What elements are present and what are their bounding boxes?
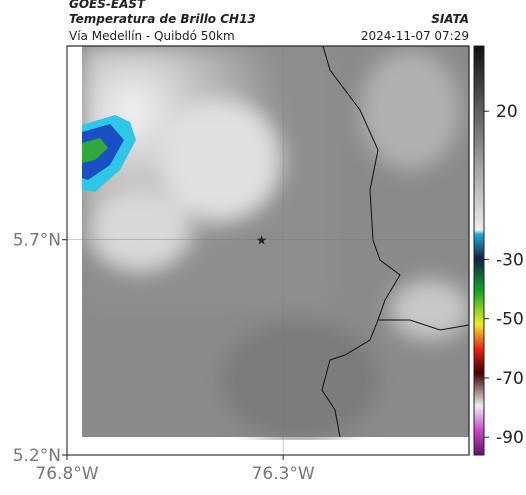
lat-label: 5.2°N	[13, 446, 61, 466]
datetime: 2024-11-07 07:29	[361, 29, 469, 43]
title: GOES-EAST	[69, 0, 146, 11]
location-marker: ★	[256, 234, 268, 249]
colorbar-label: -70	[496, 369, 524, 389]
lon-label: 76.8°W	[35, 464, 98, 484]
lat-label: 5.7°N	[13, 231, 61, 251]
colorbar-label: -30	[496, 250, 524, 270]
lon-label: 76.3°W	[252, 464, 315, 484]
route: Vía Medellín - Quibdó 50km	[69, 29, 235, 43]
colorbar-label: 20	[496, 102, 518, 122]
imagery	[66, 45, 470, 456]
colorbar	[473, 45, 485, 456]
subtitle: Temperatura de Brillo CH13	[69, 12, 256, 26]
source: SIATA	[431, 12, 469, 26]
colorbar-label: -90	[496, 428, 524, 448]
colorbar-label: -50	[496, 310, 524, 330]
